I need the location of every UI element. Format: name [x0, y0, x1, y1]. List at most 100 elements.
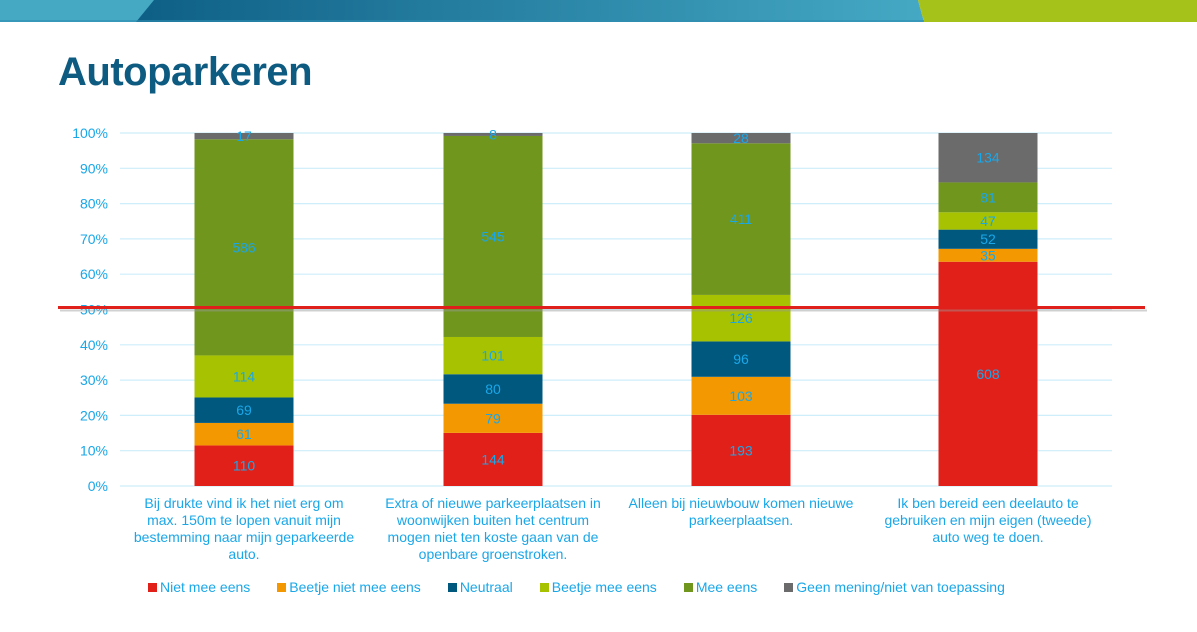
- bar-segment: [194, 355, 294, 398]
- bar-segment: [443, 374, 543, 404]
- data-label: 79: [485, 410, 501, 426]
- data-label: 96: [733, 351, 749, 367]
- data-label: 101: [481, 348, 505, 364]
- bar-segment: [938, 182, 1038, 213]
- y-tick-label: 60%: [80, 266, 108, 282]
- x-category-label-line: parkeerplaatsen.: [688, 512, 794, 528]
- y-tick-label: 40%: [80, 337, 108, 353]
- data-label: 103: [729, 388, 753, 404]
- banner-gradient-block: [136, 0, 924, 22]
- x-category-label-line: auto weg te doen.: [932, 529, 1044, 545]
- x-category-label: Ik ben bereid een deelauto te gebruiken e…: [868, 495, 1108, 546]
- y-tick-label: 70%: [80, 231, 108, 247]
- data-label: 47: [980, 213, 996, 229]
- data-label: 8: [489, 126, 497, 142]
- bar-segment: [691, 133, 791, 144]
- legend-item: Mee eens: [683, 579, 758, 595]
- legend-label: Geen mening/niet van toepassing: [796, 579, 1005, 595]
- data-label: 193: [729, 442, 753, 458]
- header-banner: [0, 0, 1197, 22]
- x-category-label-line: Bij drukte vind ik het niet erg om: [144, 495, 344, 511]
- page-title: Autoparkeren: [58, 50, 313, 94]
- data-label: 608: [976, 366, 1000, 382]
- bar-segment: [691, 414, 791, 486]
- banner-left-block: [0, 0, 160, 22]
- y-tick-label: 10%: [80, 443, 108, 459]
- data-label: 17: [236, 128, 252, 144]
- legend-swatch-icon: [447, 582, 457, 592]
- data-label: 545: [481, 228, 505, 244]
- bar-segment: [443, 336, 543, 375]
- x-category-label-line: Ik ben bereid een deelauto te: [897, 495, 1079, 511]
- x-category-label-line: max. 150m te lopen vanuit mijn: [147, 512, 341, 528]
- x-category-label-line: bestemming naar mijn geparkeerde: [133, 529, 355, 545]
- data-label: 411: [730, 211, 753, 227]
- y-tick-label: 0%: [88, 478, 108, 494]
- banner-bottom-edge: [0, 20, 924, 22]
- bar-segment: [194, 133, 294, 140]
- chart-legend: Niet mee eens Beetje niet mee eens Neutraa…: [148, 579, 1032, 595]
- x-category-label-line: gebruiken en mijn eigen (tweede): [884, 512, 1092, 528]
- data-label: 28: [733, 130, 749, 146]
- bar-segment: [938, 261, 1038, 486]
- legend-item: Neutraal: [447, 579, 513, 595]
- x-category-label-line: openbare groenstroken.: [418, 546, 568, 562]
- x-category-label-line: woonwijken buiten het centrum: [396, 512, 590, 528]
- bar-segment: [691, 376, 791, 415]
- legend-item: Beetje mee eens: [539, 579, 657, 595]
- legend-item: Geen mening/niet van toepassing: [784, 579, 1005, 595]
- bar-segment: [443, 133, 543, 136]
- bar-segment: [938, 133, 1038, 183]
- x-category-label-line: auto.: [228, 546, 260, 562]
- bar-segment: [194, 422, 294, 446]
- bar-segment: [194, 445, 294, 486]
- data-label: 80: [485, 381, 501, 397]
- bar-segment: [443, 403, 543, 433]
- data-label: 69: [236, 402, 252, 418]
- data-label: 126: [729, 310, 753, 326]
- data-label: 35: [980, 247, 996, 263]
- x-category-label: Alleen bij nieuwbouw komen nieuwe parkeer…: [621, 495, 861, 529]
- y-tick-label: 20%: [80, 407, 108, 423]
- bar-segment: [938, 212, 1038, 230]
- legend-label: Neutraal: [459, 579, 513, 595]
- bar-segment: [443, 135, 543, 337]
- legend-item: Niet mee eens: [148, 579, 250, 595]
- x-category-label-line: Alleen bij nieuwbouw komen nieuwe: [628, 495, 854, 511]
- y-tick-label: 100%: [72, 125, 108, 141]
- x-category-label: Bij drukte vind ik het niet erg om max. 1…: [124, 495, 364, 563]
- legend-label: Beetje niet mee eens: [289, 579, 421, 595]
- data-label: 114: [233, 368, 256, 384]
- bar-segment: [194, 397, 294, 423]
- data-label: 61: [236, 426, 252, 442]
- y-tick-label: 90%: [80, 160, 108, 176]
- x-category-label-line: Extra of nieuwe parkeerplaatsen in: [385, 495, 601, 511]
- x-category-label: Extra of nieuwe parkeerplaatsen in woonwi…: [373, 495, 613, 563]
- legend-label: Niet mee eens: [160, 579, 251, 595]
- legend-swatch-icon: [784, 582, 794, 592]
- bar-segment: [691, 341, 791, 377]
- legend-item: Beetje niet mee eens: [277, 579, 421, 595]
- y-tick-label: 50%: [80, 302, 108, 318]
- data-label: 134: [976, 150, 1000, 166]
- data-label: 586: [232, 239, 256, 255]
- data-label: 110: [233, 458, 256, 474]
- y-tick-label: 30%: [80, 372, 108, 388]
- bar-segment: [938, 248, 1038, 262]
- x-category-label-line: mogen niet ten koste gaan van de: [387, 529, 599, 545]
- legend-swatch-icon: [683, 582, 693, 592]
- legend-swatch-icon: [539, 582, 549, 592]
- banner-lime-block: [918, 0, 1197, 22]
- data-label: 144: [481, 451, 505, 467]
- bar-segment: [691, 143, 791, 295]
- bar-segment: [691, 294, 791, 342]
- legend-swatch-icon: [148, 582, 157, 592]
- bar-segment: [443, 432, 543, 486]
- legend-swatch-icon: [277, 582, 287, 592]
- legend-label: Mee eens: [695, 579, 758, 595]
- data-label: 81: [980, 189, 996, 205]
- data-label: 52: [980, 231, 996, 247]
- bar-segment: [194, 139, 294, 356]
- y-tick-label: 80%: [80, 196, 108, 212]
